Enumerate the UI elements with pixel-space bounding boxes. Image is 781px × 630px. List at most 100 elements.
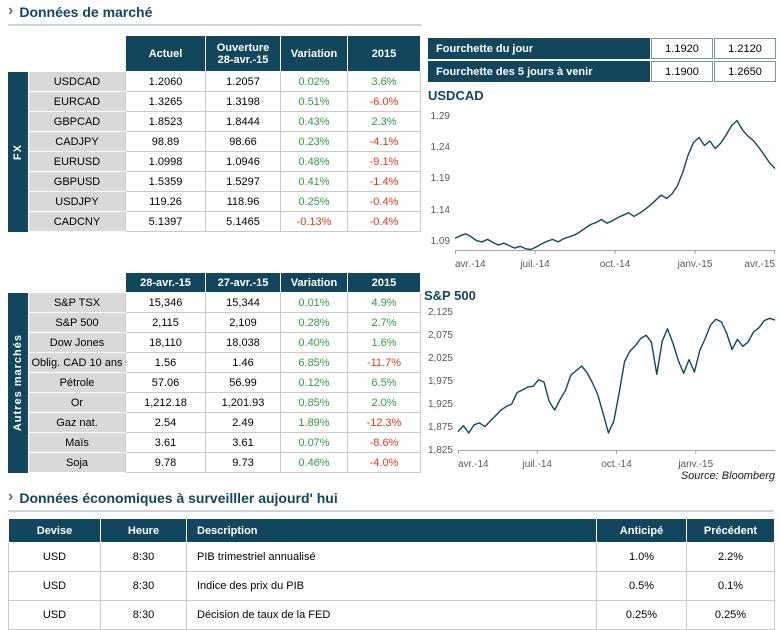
range-low: 1.1900 bbox=[651, 61, 713, 82]
pct-cell: 0.46% bbox=[280, 452, 348, 473]
pct-cell: 0.12% bbox=[280, 372, 348, 393]
value-cell: 1.2060 bbox=[125, 71, 206, 92]
fx-table: Actuel Ouverture 28-avr.-15 Variation 2015 U… bbox=[28, 35, 421, 232]
anticipated-cell: 1.0% bbox=[596, 542, 687, 572]
value-cell: 1.5359 bbox=[125, 171, 206, 192]
column-header: Description bbox=[186, 518, 597, 543]
table-row: Maïs 3.61 3.61 0.07% -8.6% bbox=[28, 432, 421, 453]
y-tick-label: 2,075 bbox=[427, 330, 453, 342]
pct-cell: 0.02% bbox=[280, 71, 348, 92]
row-label: EURCAD bbox=[28, 91, 126, 112]
chevron-icon: › bbox=[8, 2, 14, 19]
pct-cell: 0.23% bbox=[280, 131, 348, 152]
table-row: EURCAD 1.3265 1.3198 0.51% -6.0% bbox=[28, 91, 421, 112]
value-cell: 1.8444 bbox=[205, 111, 281, 132]
chevron-icon: › bbox=[8, 488, 14, 505]
markets-side-band: Autres marchés bbox=[8, 293, 28, 473]
value-cell: 3.61 bbox=[125, 432, 206, 453]
pct-cell: 2.7% bbox=[347, 312, 421, 333]
market-data-header: › Données de marché bbox=[8, 2, 153, 21]
time-cell: 8:30 bbox=[100, 571, 187, 601]
y-tick-label: 1.14 bbox=[430, 204, 450, 216]
pct-cell: -0.4% bbox=[347, 211, 421, 232]
econ-title: Données économiques à surveilller aujour… bbox=[19, 490, 338, 506]
pct-cell: -0.4% bbox=[347, 191, 421, 212]
value-cell: 2,115 bbox=[125, 312, 206, 333]
value-cell: 18,038 bbox=[205, 332, 281, 353]
y-tick-label: 1.24 bbox=[430, 142, 450, 154]
column-header: Ouverture 28-avr.-15 bbox=[205, 35, 281, 72]
pct-cell: 0.25% bbox=[280, 191, 348, 212]
column-header: Précédent bbox=[686, 518, 775, 543]
column-header: 27-avr.-15 bbox=[205, 272, 281, 293]
value-cell: 1.3265 bbox=[125, 91, 206, 112]
row-label: CADJPY bbox=[28, 131, 126, 152]
pct-cell: 6.85% bbox=[280, 352, 348, 373]
value-cell: 1.2057 bbox=[205, 71, 281, 92]
source-note: Source: Bloomberg bbox=[680, 470, 775, 482]
description-cell: Indice des prix du PIB bbox=[186, 571, 597, 601]
fx-side-band: FX bbox=[8, 72, 28, 232]
sp500-chart: S&P 500 2,125 2,075 2,025 1,975 1,925 1,875 1,… bbox=[424, 288, 776, 474]
pct-cell: 0.40% bbox=[280, 332, 348, 353]
column-header: Heure bbox=[100, 518, 187, 543]
row-label: USDJPY bbox=[28, 191, 126, 212]
value-cell: 56.99 bbox=[205, 372, 281, 393]
column-header: 28-avr.-15 bbox=[125, 272, 206, 293]
previous-cell: 0.1% bbox=[686, 571, 775, 601]
pct-cell: -11.7% bbox=[347, 352, 421, 373]
y-tick-label: 2,025 bbox=[427, 353, 453, 365]
value-cell: 2.49 bbox=[205, 412, 281, 433]
value-cell: 1,212.18 bbox=[125, 392, 206, 413]
table-row: S&P 500 2,115 2,109 0.28% 2.7% bbox=[28, 312, 421, 333]
range-label: Fourchette du jour bbox=[428, 38, 650, 59]
y-axis-labels: 2,125 2,075 2,025 1,975 1,925 1,875 1,825 bbox=[424, 307, 458, 456]
row-label: USDCAD bbox=[28, 71, 126, 92]
header-row: Devise Heure Description Anticipé Précédent bbox=[8, 518, 775, 543]
column-header: Anticipé bbox=[596, 518, 687, 543]
value-cell: 1.5297 bbox=[205, 171, 281, 192]
pct-cell: 3.6% bbox=[347, 71, 421, 92]
table-row: Soja 9.78 9.73 0.46% -4.0% bbox=[28, 452, 421, 473]
line-plot bbox=[457, 317, 776, 454]
pct-cell: 0.01% bbox=[280, 292, 348, 313]
row-label: CADCNY bbox=[28, 211, 126, 232]
value-cell: 1.56 bbox=[125, 352, 206, 373]
y-tick-label: 1.19 bbox=[430, 173, 450, 185]
value-cell: 1.0946 bbox=[205, 151, 281, 172]
previous-cell: 0.25% bbox=[686, 600, 775, 630]
page-title: Données de marché bbox=[19, 4, 153, 20]
x-tick-label: janv.-15 bbox=[678, 459, 714, 470]
row-label: Or bbox=[28, 392, 126, 413]
currency-cell: USD bbox=[8, 542, 101, 572]
table-row: EURUSD 1.0998 1.0946 0.48% -9.1% bbox=[28, 151, 421, 172]
value-cell: 9.78 bbox=[125, 452, 206, 473]
value-cell: 1.3198 bbox=[205, 91, 281, 112]
divider bbox=[8, 24, 422, 26]
column-header: Variation bbox=[280, 35, 348, 72]
column-header: 2015 bbox=[347, 35, 421, 72]
row-label: Dow Jones bbox=[28, 332, 126, 353]
value-cell: 18,110 bbox=[125, 332, 206, 353]
table-row: Dow Jones 18,110 18,038 0.40% 1.6% bbox=[28, 332, 421, 353]
table-row: Gaz nat. 2.54 2.49 1.89% -12.3% bbox=[28, 412, 421, 433]
value-cell: 57.06 bbox=[125, 372, 206, 393]
description-cell: PIB trimestriel annualisé bbox=[186, 542, 597, 572]
row-label: S&P TSX bbox=[28, 292, 126, 313]
range-label: Fourchette des 5 jours à venir bbox=[428, 61, 650, 82]
pct-cell: 0.85% bbox=[280, 392, 348, 413]
y-axis-labels: 1.29 1.24 1.19 1.14 1.09 bbox=[428, 110, 455, 256]
table-row: Oblig. CAD 10 ans 1.56 1.46 6.85% -11.7% bbox=[28, 352, 421, 373]
value-cell: 1.46 bbox=[205, 352, 281, 373]
pct-cell: -4.1% bbox=[347, 131, 421, 152]
usdcad-chart: USDCAD 1.29 1.24 1.19 1.14 1.09 avr.-14 juil.… bbox=[428, 88, 776, 274]
pct-cell: 0.41% bbox=[280, 171, 348, 192]
value-cell: 15,346 bbox=[125, 292, 206, 313]
x-tick-label: avr.-14 bbox=[455, 259, 486, 270]
table-row: CADJPY 98.89 98.66 0.23% -4.1% bbox=[28, 131, 421, 152]
x-tick-label: avr.-14 bbox=[458, 459, 489, 470]
value-cell: 1.8523 bbox=[125, 111, 206, 132]
pct-cell: -9.1% bbox=[347, 151, 421, 172]
table-row: USDJPY 119.26 118.96 0.25% -0.4% bbox=[28, 191, 421, 212]
description-cell: Décision de taux de la FED bbox=[186, 600, 597, 630]
